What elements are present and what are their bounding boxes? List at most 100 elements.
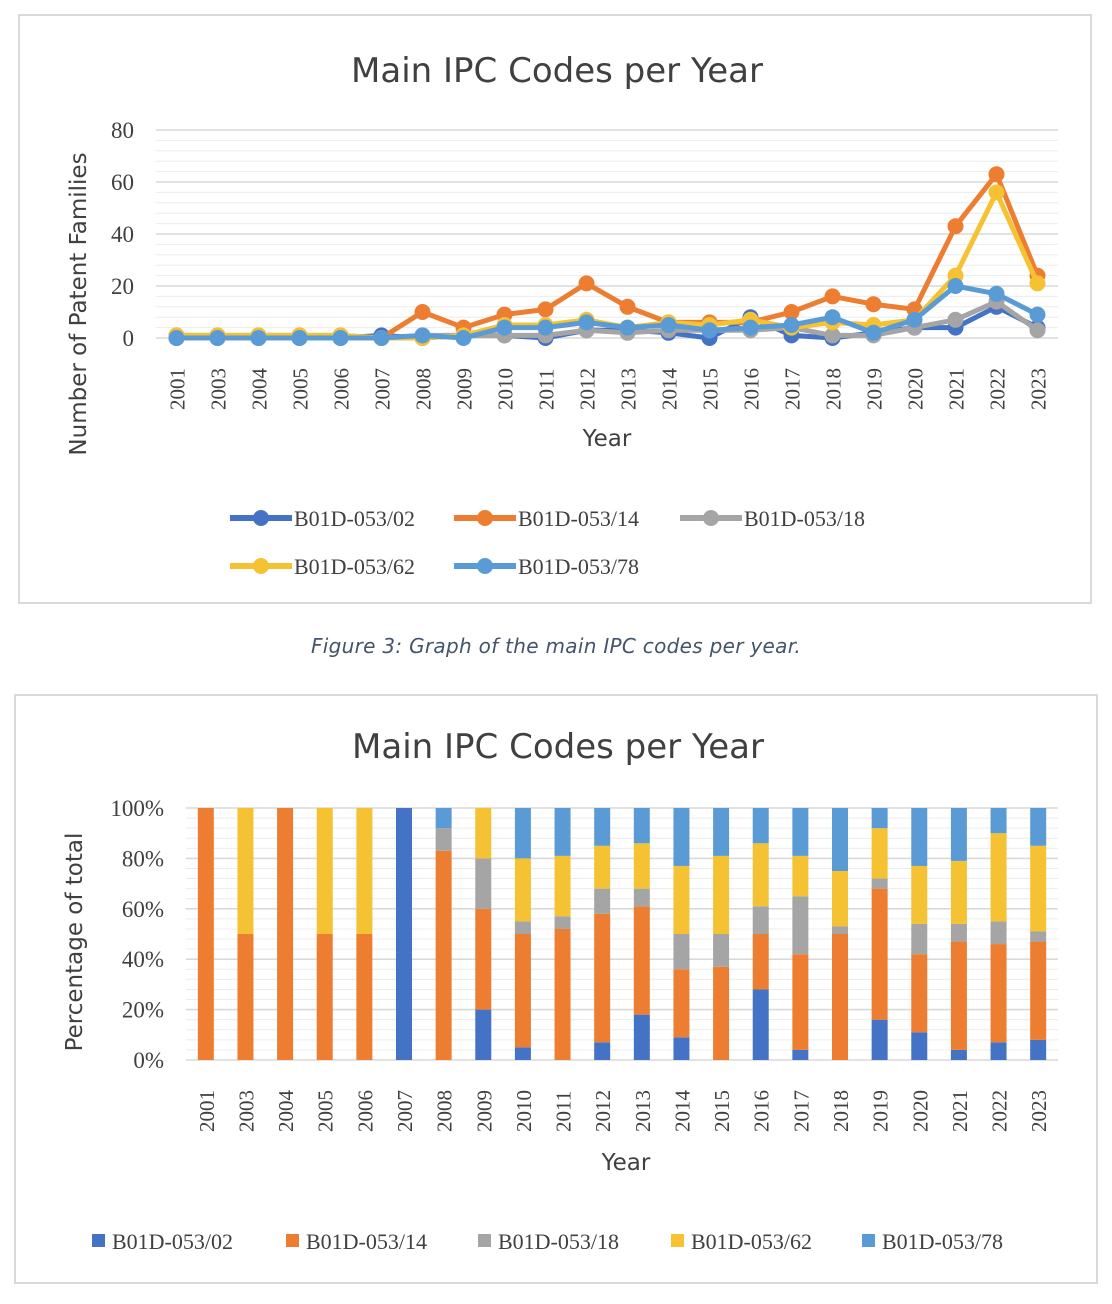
bar-segment: [911, 808, 928, 866]
data-point: [373, 330, 390, 346]
y-axis-label: Percentage of total: [62, 833, 88, 1052]
bar-segment: [316, 934, 333, 1060]
legend-label: B01D-053/62: [691, 1229, 812, 1254]
data-point: [660, 317, 677, 333]
y-tick-label: 20: [111, 274, 134, 299]
x-tick-label: 2015: [699, 368, 723, 410]
x-tick-label: 2019: [863, 368, 887, 410]
y-tick-label: 0%: [133, 1048, 164, 1073]
bar-segment: [832, 926, 848, 934]
x-tick-label: 2013: [617, 368, 641, 410]
bar-segment: [990, 833, 1007, 922]
y-tick-label: 100%: [110, 796, 164, 821]
legend-item: B01D-053/78: [862, 1229, 1003, 1254]
legend-swatch: [862, 1234, 875, 1247]
bar-segment: [990, 921, 1007, 945]
bar-segment: [277, 808, 294, 1060]
bar-segment: [554, 855, 571, 917]
data-point: [1029, 275, 1046, 292]
data-point: [250, 330, 267, 346]
x-tick-label: 2011: [535, 369, 559, 410]
x-tick-label: 2022: [986, 368, 1010, 410]
bar-segment: [1030, 1039, 1047, 1060]
legend-swatch: [92, 1234, 105, 1247]
data-point: [783, 304, 800, 320]
bar-segment: [475, 1009, 492, 1060]
bar-segment: [1030, 941, 1047, 1040]
bar-segment: [633, 906, 650, 1015]
data-point: [496, 319, 513, 336]
bar-segment: [950, 941, 967, 1050]
bar-segment: [950, 1049, 967, 1060]
bar-segment: [554, 916, 571, 929]
bar-segment: [871, 888, 888, 1020]
legend-label: B01D-053/02: [294, 506, 415, 531]
data-point: [988, 166, 1005, 183]
bar-segment: [950, 860, 967, 924]
bar-segment: [752, 934, 769, 990]
data-point: [783, 317, 800, 333]
chart-title: Main IPC Codes per Year: [352, 727, 764, 767]
x-tick-label: 2011: [552, 1091, 576, 1132]
data-point: [578, 275, 595, 292]
y-tick-label: 40: [111, 222, 134, 247]
x-tick-label: 2017: [789, 1090, 813, 1132]
data-point: [537, 301, 554, 318]
data-point: [168, 330, 185, 346]
x-tick-label: 2016: [750, 1090, 774, 1132]
legend-label: B01D-053/62: [294, 554, 415, 579]
data-point: [291, 330, 308, 346]
data-point: [947, 218, 964, 235]
data-point: [865, 296, 882, 313]
x-tick-label: 2001: [166, 368, 190, 410]
bar-segment: [475, 858, 492, 909]
line-chart-panel: Main IPC Codes per Year 0 20 40 60 80 2001 2003…: [18, 14, 1092, 604]
x-tick-label: 2014: [658, 368, 682, 411]
bar-segment: [950, 808, 967, 861]
legend-item: B01D-053/14: [286, 1229, 427, 1254]
bar-segment: [713, 934, 730, 967]
bar-segment: [792, 855, 809, 897]
bar-segment: [514, 1047, 531, 1060]
bar-segment: [633, 808, 650, 844]
x-tick-label: 2013: [631, 1090, 655, 1132]
bar-segment: [633, 843, 650, 889]
stacked-bar-chart: Main IPC Codes per Year 0% 20% 40% 60% 80% 100…: [62, 727, 1058, 1254]
x-tick-label: 2012: [591, 1090, 615, 1132]
line-chart: Main IPC Codes per Year 0 20 40 60 80 2001 2003…: [66, 51, 1058, 579]
y-tick-label: 80%: [122, 846, 164, 871]
series-line: [176, 283, 1039, 341]
chart-title: Main IPC Codes per Year: [351, 51, 763, 91]
data-point: [619, 319, 636, 336]
bar-segment: [633, 888, 650, 907]
x-tick-label: 2006: [353, 1090, 377, 1132]
bar-segment: [792, 808, 809, 856]
bar-segment: [911, 1032, 928, 1060]
y-tick-label: 60: [111, 170, 134, 195]
bar-segment: [673, 1037, 690, 1060]
x-tick-label: 2018: [829, 1090, 853, 1132]
bar-segment: [475, 808, 492, 859]
bar-segment: [594, 845, 611, 889]
x-tick-label: 2017: [781, 368, 805, 410]
legend-item: B01D-053/18: [478, 1229, 619, 1254]
data-point: [332, 330, 349, 346]
legend-item: B01D-053/18: [680, 506, 865, 531]
bar-segment: [594, 1042, 611, 1060]
bar-segment: [237, 808, 254, 934]
bar-segment: [950, 923, 967, 942]
bar-segment: [911, 923, 928, 955]
x-axis-label: Year: [601, 1150, 651, 1176]
bar-segment: [752, 808, 769, 844]
bar-segment: [832, 808, 848, 871]
data-point: [414, 304, 431, 320]
bar-segment: [713, 855, 730, 934]
bar-segment: [514, 858, 531, 922]
y-tick-label: 20%: [122, 998, 164, 1023]
bar-segment: [554, 808, 571, 856]
data-point: [988, 184, 1005, 201]
x-tick-label: 2008: [412, 368, 436, 410]
legend-item: B01D-053/62: [230, 554, 415, 579]
x-tick-label: 2007: [371, 368, 395, 410]
legend-swatch: [671, 1234, 684, 1247]
